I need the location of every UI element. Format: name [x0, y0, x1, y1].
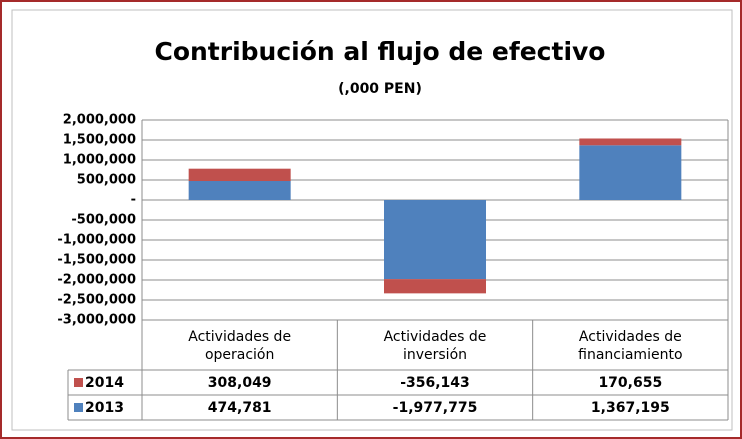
- y-tick-label: 1,500,000: [63, 133, 136, 148]
- x-tick-label-box: Actividades de financiamiento: [578, 329, 683, 363]
- x-tick-label-box: Actividades de operación: [188, 329, 292, 363]
- x-tick-label: Actividades de inversión: [383, 329, 487, 363]
- y-tick-label: -500,000: [71, 213, 136, 228]
- bar: [384, 200, 486, 280]
- y-tick-label: 2,000,000: [63, 113, 136, 128]
- y-tick-label: -2,500,000: [57, 293, 136, 308]
- legend-label: 2013: [85, 400, 124, 416]
- bar: [579, 138, 682, 146]
- y-tick-label: -1,500,000: [57, 253, 136, 268]
- data-label: 308,049: [207, 374, 272, 391]
- legend-swatch: [74, 378, 83, 387]
- y-tick-label: -2,000,000: [57, 273, 136, 288]
- chart-subtitle: (,000 PEN): [338, 81, 422, 97]
- data-label: -1,977,775: [392, 399, 478, 416]
- data-label: 1,367,195: [590, 399, 670, 416]
- y-tick-label: -1,000,000: [57, 233, 136, 248]
- x-tick-label: Actividades de financiamiento: [578, 329, 683, 363]
- data-label-box: 1,367,195: [590, 399, 670, 416]
- data-label: 474,781: [207, 399, 272, 416]
- legend-label: 2014: [85, 375, 124, 391]
- y-tick-label: -: [131, 193, 136, 208]
- y-tick-label: 500,000: [77, 173, 136, 188]
- data-label: 170,655: [598, 374, 663, 391]
- data-label-box: 170,655: [598, 374, 663, 391]
- chart-title: Contribución al flujo de efectivo: [154, 37, 605, 66]
- chart-border: [11, 9, 733, 431]
- y-tick-label: 1,000,000: [63, 153, 136, 168]
- bar: [579, 145, 682, 200]
- x-tick-label: Actividades de operación: [188, 329, 292, 363]
- data-label-box: -356,143: [400, 374, 470, 391]
- legend-swatch: [74, 403, 83, 412]
- y-tick-label: -3,000,000: [57, 313, 136, 328]
- bar: [384, 279, 486, 294]
- data-label-box: 474,781: [207, 399, 272, 416]
- data-label-box: -1,977,775: [392, 399, 478, 416]
- bar: [188, 181, 291, 200]
- bar: [188, 168, 291, 182]
- x-tick-label-box: Actividades de inversión: [383, 329, 487, 363]
- data-label: -356,143: [400, 374, 470, 391]
- data-label-box: 308,049: [207, 374, 272, 391]
